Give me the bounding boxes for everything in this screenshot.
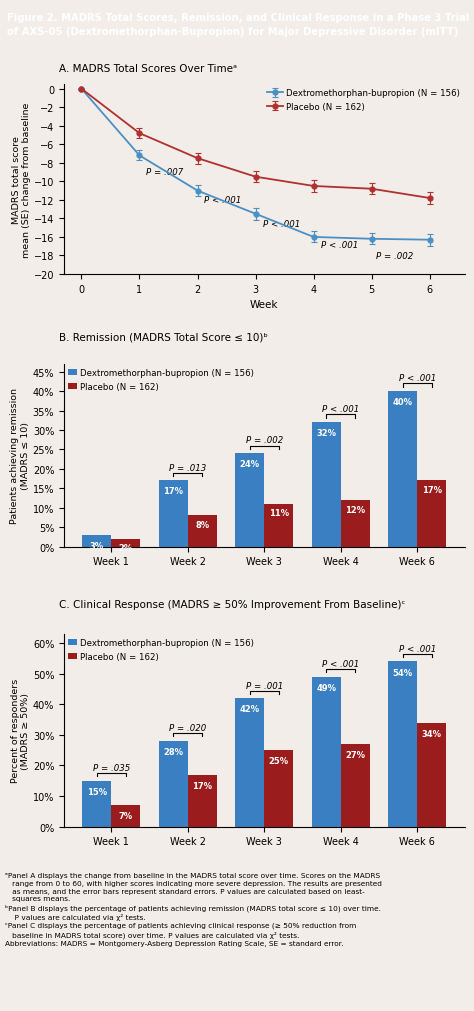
Text: 7%: 7% <box>118 812 133 821</box>
Text: 15%: 15% <box>87 788 107 796</box>
Text: P = .002: P = .002 <box>376 252 413 261</box>
Text: P = .007: P = .007 <box>146 168 183 177</box>
Bar <box>235 699 264 827</box>
Text: 28%: 28% <box>163 747 183 756</box>
Y-axis label: Patients achieving remission
(MADRS ≤ 10): Patients achieving remission (MADRS ≤ 10… <box>10 388 30 524</box>
Legend: Dextromethorphan-bupropion (N = 156), Placebo (N = 162): Dextromethorphan-bupropion (N = 156), Pl… <box>68 639 254 661</box>
Bar <box>417 723 447 827</box>
Text: P < .001: P < .001 <box>399 374 436 383</box>
Text: 8%: 8% <box>195 521 210 530</box>
Legend: Dextromethorphan-bupropion (N = 156), Placebo (N = 162): Dextromethorphan-bupropion (N = 156), Pl… <box>68 369 254 391</box>
Bar <box>417 481 447 547</box>
Text: Figure 2. MADRS Total Scores, Remission, and Clinical Response in a Phase 3 Tria: Figure 2. MADRS Total Scores, Remission,… <box>7 13 469 36</box>
Bar <box>111 539 140 547</box>
X-axis label: Week: Week <box>250 300 279 310</box>
Text: C. Clinical Response (MADRS ≥ 50% Improvement From Baseline)ᶜ: C. Clinical Response (MADRS ≥ 50% Improv… <box>59 600 406 610</box>
Y-axis label: Percent of responders
(MADRS ≥ 50%): Percent of responders (MADRS ≥ 50%) <box>10 678 30 783</box>
Text: B. Remission (MADRS Total Score ≤ 10)ᵇ: B. Remission (MADRS Total Score ≤ 10)ᵇ <box>59 332 268 342</box>
Bar <box>312 677 341 827</box>
Text: 49%: 49% <box>316 683 336 693</box>
Text: P = .020: P = .020 <box>169 724 206 733</box>
Bar <box>159 741 188 827</box>
Bar <box>188 516 217 547</box>
Legend: Dextromethorphan-bupropion (N = 156), Placebo (N = 162): Dextromethorphan-bupropion (N = 156), Pl… <box>267 89 460 111</box>
Text: P < .001: P < .001 <box>322 659 359 668</box>
Text: ᵃPanel A displays the change from baseline in the MADRS total score over time. S: ᵃPanel A displays the change from baseli… <box>5 872 382 945</box>
Text: P < .001: P < .001 <box>399 644 436 653</box>
Text: 32%: 32% <box>316 429 336 438</box>
Text: 3%: 3% <box>90 541 104 550</box>
Text: P < .001: P < .001 <box>320 241 358 250</box>
Text: 42%: 42% <box>240 705 260 714</box>
Text: A. MADRS Total Scores Over Timeᵃ: A. MADRS Total Scores Over Timeᵃ <box>59 64 237 74</box>
Text: 25%: 25% <box>269 756 289 765</box>
Text: P = .002: P = .002 <box>246 436 283 445</box>
Text: P < .001: P < .001 <box>204 195 242 204</box>
Bar <box>388 392 417 547</box>
Bar <box>388 662 417 827</box>
Text: 17%: 17% <box>163 487 183 495</box>
Text: 2%: 2% <box>118 544 133 553</box>
Y-axis label: MADRS total score
mean (SE) change from baseline: MADRS total score mean (SE) change from … <box>11 102 31 258</box>
Bar <box>341 744 370 827</box>
Bar <box>188 774 217 827</box>
Text: P < .001: P < .001 <box>322 405 359 413</box>
Text: 27%: 27% <box>345 750 365 759</box>
Text: 34%: 34% <box>422 729 442 738</box>
Bar <box>82 535 111 547</box>
Bar <box>312 423 341 547</box>
Text: P < .001: P < .001 <box>263 219 300 228</box>
Text: 12%: 12% <box>345 506 365 514</box>
Text: 17%: 17% <box>192 782 212 790</box>
Text: P = .001: P = .001 <box>246 681 283 690</box>
Text: 24%: 24% <box>240 460 260 469</box>
Bar <box>159 481 188 547</box>
Bar <box>341 500 370 547</box>
Bar <box>264 750 293 827</box>
Text: 17%: 17% <box>422 485 442 494</box>
Bar <box>264 504 293 547</box>
Bar <box>235 454 264 547</box>
Text: 11%: 11% <box>269 509 289 518</box>
Text: 54%: 54% <box>392 668 413 677</box>
Bar <box>82 782 111 827</box>
Bar <box>111 806 140 827</box>
Text: P = .013: P = .013 <box>169 463 206 472</box>
Text: P = .035: P = .035 <box>92 763 130 772</box>
Text: 40%: 40% <box>393 397 413 406</box>
